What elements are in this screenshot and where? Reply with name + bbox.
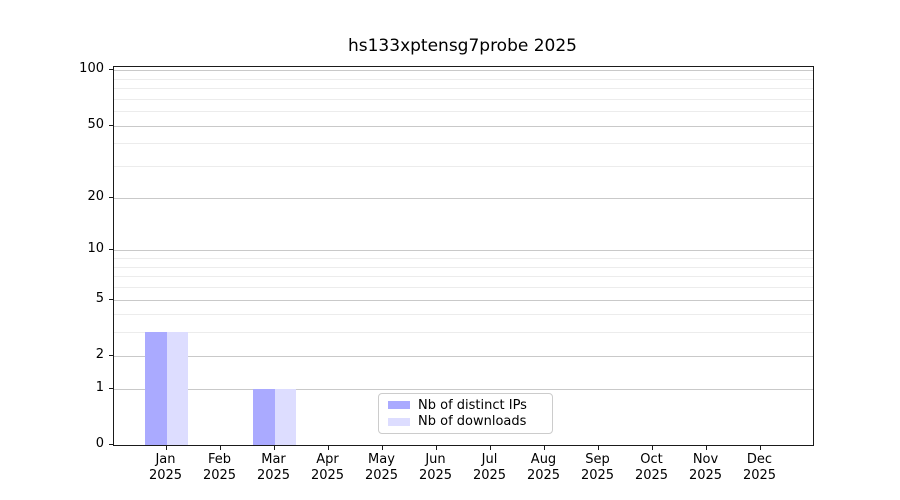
y-tick-mark (109, 69, 113, 71)
x-tick-label: Mar 2025 (256, 452, 291, 483)
y-tick-label: 5 (95, 290, 104, 306)
y-tick-label: 1 (95, 379, 104, 395)
x-tick-label: Oct 2025 (634, 452, 669, 483)
y-tick-label: 50 (87, 116, 104, 132)
legend-label-distinct-ips: Nb of distinct IPs (418, 397, 527, 413)
x-tick-mark (273, 446, 275, 450)
legend: Nb of distinct IPs Nb of downloads (378, 393, 553, 434)
major-gridline (114, 355, 813, 357)
x-tick-mark (435, 446, 437, 450)
major-gridline (114, 197, 813, 199)
x-tick-mark (165, 446, 167, 450)
minor-gridline (114, 78, 813, 80)
minor-gridline (114, 143, 813, 145)
y-tick-mark (109, 298, 113, 300)
x-tick-mark (543, 446, 545, 450)
major-gridline (114, 388, 813, 390)
bar-downloads-jan (166, 332, 188, 445)
x-tick-label: Nov 2025 (688, 452, 723, 483)
y-tick-label: 2 (95, 346, 104, 362)
x-tick-label: Feb 2025 (202, 452, 237, 483)
minor-gridline (114, 98, 813, 100)
x-tick-label: Dec 2025 (742, 452, 777, 483)
x-tick-mark (489, 446, 491, 450)
major-gridline (114, 125, 813, 127)
x-tick-label: Aug 2025 (526, 452, 561, 483)
bar-downloads-mar (274, 388, 296, 445)
x-tick-mark (381, 446, 383, 450)
legend-swatch-downloads (388, 417, 410, 426)
minor-gridline (114, 287, 813, 288)
x-tick-label: May 2025 (364, 452, 399, 483)
legend-label-downloads: Nb of downloads (418, 414, 527, 430)
minor-gridline (114, 88, 813, 90)
major-gridline (114, 299, 813, 301)
minor-gridline (114, 166, 813, 168)
y-tick-mark (109, 249, 113, 251)
bar-distinct-ips-mar (253, 388, 275, 445)
y-tick-mark (109, 124, 113, 126)
y-tick-mark (109, 354, 113, 356)
x-tick-mark (327, 446, 329, 450)
minor-gridline (114, 332, 813, 334)
major-gridline (114, 250, 813, 252)
y-tick-mark (109, 196, 113, 198)
major-gridline (114, 70, 813, 72)
y-tick-mark (109, 387, 113, 389)
minor-gridline (114, 276, 813, 278)
x-tick-mark (597, 446, 599, 450)
minor-gridline (114, 314, 813, 316)
y-tick-label: 20 (87, 188, 104, 204)
x-tick-mark (705, 446, 707, 450)
x-tick-mark (759, 446, 761, 450)
plot-area (113, 66, 814, 446)
x-tick-label: Jul 2025 (472, 452, 507, 483)
minor-gridline (114, 258, 813, 259)
bars-layer (114, 67, 813, 445)
x-tick-label: Jan 2025 (148, 452, 183, 483)
legend-swatch-distinct-ips (388, 401, 410, 410)
x-tick-mark (651, 446, 653, 450)
x-tick-mark (219, 446, 221, 450)
legend-item-downloads: Nb of downloads (388, 414, 543, 429)
minor-gridline (114, 111, 813, 113)
minor-gridline (114, 266, 813, 268)
x-tick-label: Sep 2025 (580, 452, 615, 483)
y-tick-label: 0 (95, 436, 104, 451)
x-tick-label: Jun 2025 (418, 452, 453, 483)
chart-title: hs133xptensg7probe 2025 (347, 36, 578, 56)
legend-item-distinct-ips: Nb of distinct IPs (388, 398, 543, 413)
grid-layer (114, 67, 813, 445)
y-tick-label: 100 (79, 61, 104, 77)
y-tick-label: 10 (87, 241, 104, 257)
bar-distinct-ips-jan (145, 332, 167, 445)
x-tick-label: Apr 2025 (310, 452, 345, 483)
y-tick-mark (109, 444, 113, 445)
